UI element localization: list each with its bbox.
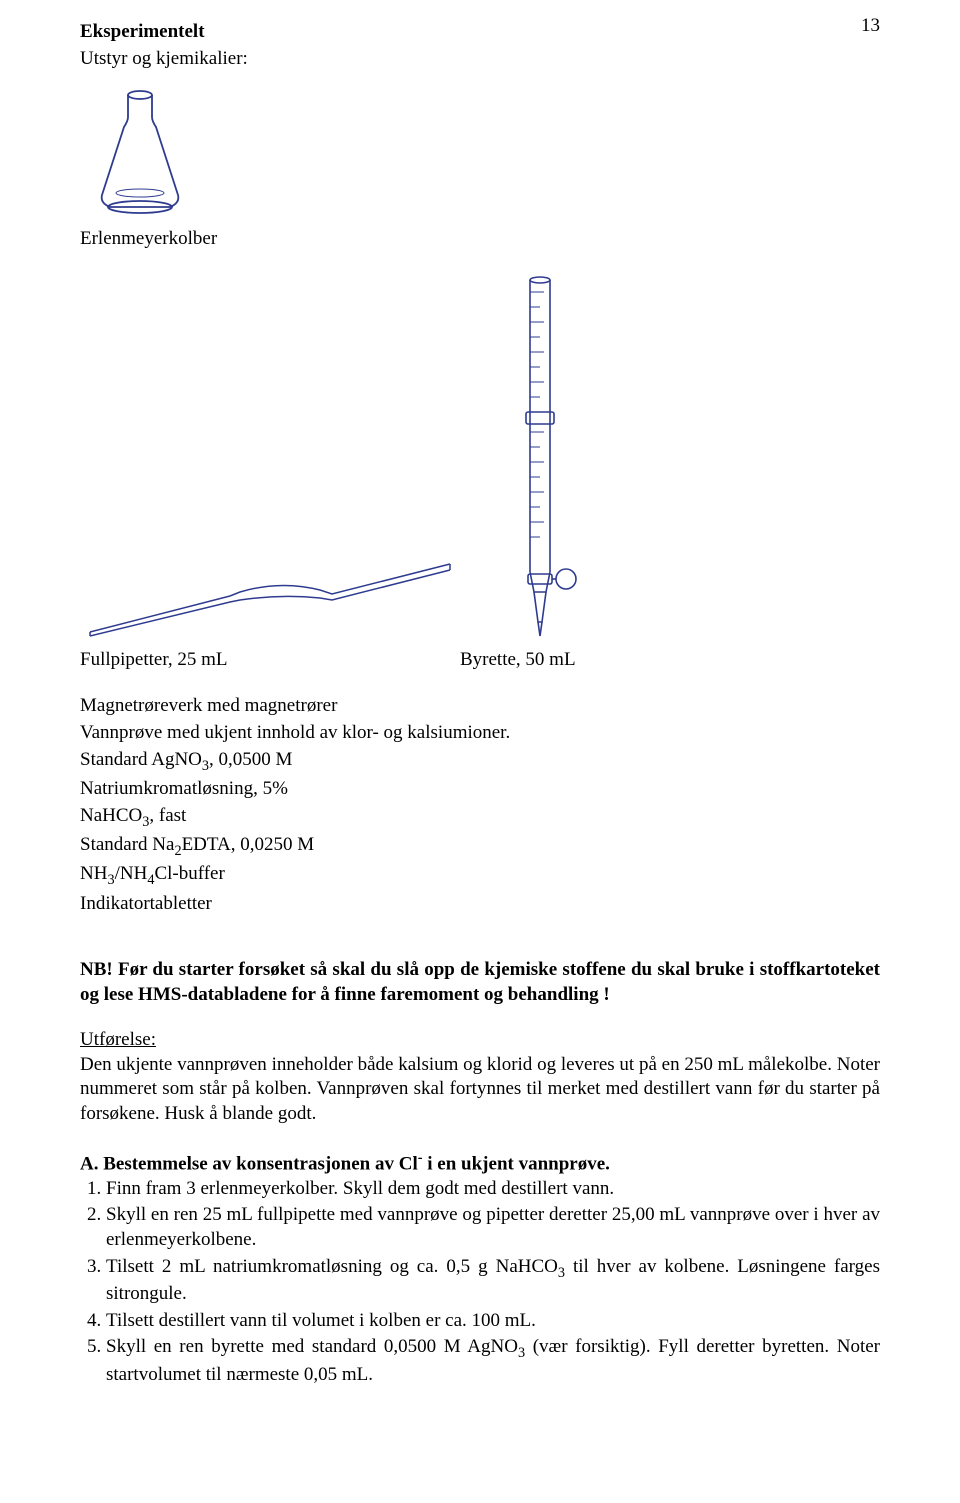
utforelse-block: Utførelse: Den ukjente vannprøven inneho… <box>80 1028 880 1127</box>
section-a-title: A. Bestemmelse av konsentrasjonen av Cl-… <box>80 1149 880 1177</box>
equip-line-2: Vannprøve med ukjent innhold av klor- og… <box>80 721 880 746</box>
pipette-label: Fullpipetter, 25 mL <box>80 648 460 673</box>
pipette-burette-row <box>80 272 880 642</box>
chem-line-6: Indikatortabletter <box>80 892 880 917</box>
step-a2: Skyll en ren 25 mL fullpipette med vannp… <box>106 1203 880 1252</box>
page-number: 13 <box>861 14 880 39</box>
erlenmeyer-flask-icon <box>80 85 200 215</box>
equip-line-1: Magnetrøreverk med magnetrører <box>80 694 880 719</box>
chem-line-3: NaHCO3, fast <box>80 804 880 831</box>
flask-label: Erlenmeyerkolber <box>80 227 880 252</box>
step-a5: Skyll en ren byrette med standard 0,0500… <box>106 1335 880 1387</box>
chem-line-2: Natriumkromatløsning, 5% <box>80 777 880 802</box>
utforelse-text: Den ukjente vannprøven inneholder både k… <box>80 1053 880 1127</box>
step-a3: Tilsett 2 mL natriumkromatløsning og ca.… <box>106 1255 880 1307</box>
burette-label: Byrette, 50 mL <box>460 648 576 673</box>
chem-line-5: NH3/NH4Cl-buffer <box>80 862 880 889</box>
section-a-steps: Finn fram 3 erlenmeyerkolber. Skyll dem … <box>80 1177 880 1388</box>
chem-line-1: Standard AgNO3, 0,0500 M <box>80 748 880 775</box>
step-a4: Tilsett destillert vann til volumet i ko… <box>106 1309 880 1334</box>
pipette-icon <box>80 552 460 642</box>
subheading-utstyr: Utstyr og kjemikalier: <box>80 47 880 72</box>
burette-icon <box>490 272 610 642</box>
nb-paragraph: NB! Før du starter forsøket så skal du s… <box>80 958 880 1007</box>
figures-container: Erlenmeyerkolber <box>80 85 880 672</box>
section-a: A. Bestemmelse av konsentrasjonen av Cl-… <box>80 1149 880 1388</box>
step-a1: Finn fram 3 erlenmeyerkolber. Skyll dem … <box>106 1177 880 1202</box>
flask-figure-row: Erlenmeyerkolber <box>80 85 880 251</box>
pipette-burette-labels: Fullpipetter, 25 mL Byrette, 50 mL <box>80 648 880 673</box>
equipment-chemicals-list: Magnetrøreverk med magnetrører Vannprøve… <box>80 694 880 916</box>
chem-line-4: Standard Na2EDTA, 0,0250 M <box>80 833 880 860</box>
heading-eksperimentelt: Eksperimentelt <box>80 20 880 45</box>
utforelse-heading: Utførelse: <box>80 1028 880 1053</box>
